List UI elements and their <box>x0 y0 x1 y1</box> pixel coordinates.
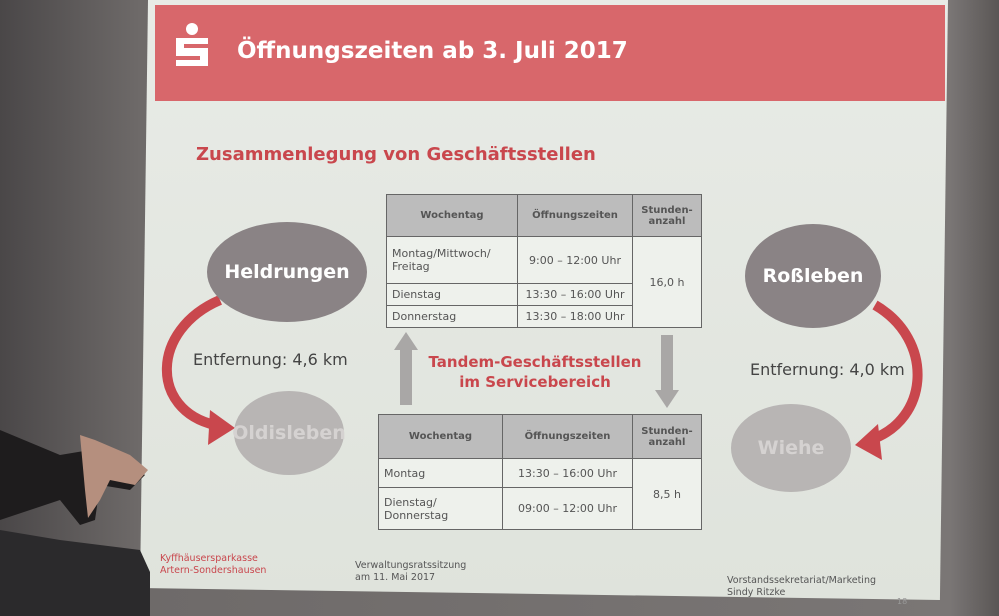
cell: 13:30 – 18:00 Uhr <box>517 305 633 328</box>
meeting-line-2: am 11. Mai 2017 <box>355 572 436 583</box>
location-oldisleben: Oldisleben <box>232 391 346 475</box>
meeting-line-1: Verwaltungsratssitzung <box>355 560 467 571</box>
up-arrowhead <box>394 332 418 350</box>
cell: 9:00 – 12:00 Uhr <box>517 236 633 284</box>
page-number: 18 <box>897 597 908 606</box>
org-line-2: Artern-Sondershausen <box>160 565 267 576</box>
table-row: Dienstag 13:30 – 16:00 Uhr <box>386 283 702 306</box>
distance-left: Entfernung: 4,6 km <box>193 350 348 369</box>
header: Wochentag <box>378 414 503 459</box>
cell: 13:30 – 16:00 Uhr <box>517 283 633 306</box>
cell: Montag/Mittwoch/ Freitag <box>386 236 518 284</box>
hours-cell: 16,0 h <box>632 236 702 328</box>
dept-line-1: Vorstandssekretariat/Marketing <box>727 575 876 586</box>
presenter-hand <box>0 430 150 616</box>
dept-line-2: Sindy Ritzke <box>727 587 786 598</box>
left-curved-arrow <box>161 295 223 430</box>
tandem-line-2: im Servicebereich <box>459 373 611 391</box>
org-line-1: Kyffhäusersparkasse <box>160 553 258 564</box>
tandem-line-1: Tandem-Geschäftsstellen <box>428 353 642 371</box>
cell: Montag <box>378 458 503 488</box>
footer-org: Kyffhäusersparkasse Artern-Sondershausen <box>160 553 266 577</box>
footer-meeting: Verwaltungsratssitzung am 11. Mai 2017 <box>355 560 466 584</box>
header: Öffnungszeiten <box>517 194 633 237</box>
up-arrow-shaft <box>400 350 412 405</box>
location-rossleben: Roßleben <box>745 224 881 328</box>
slide-title: Öffnungszeiten ab 3. Juli 2017 <box>237 38 628 64</box>
header: Wochentag <box>386 194 518 237</box>
cell: 09:00 – 12:00 Uhr <box>502 487 633 530</box>
down-arrow-shaft <box>661 335 673 390</box>
slide-header <box>155 5 945 101</box>
table-row: Dienstag/ Donnerstag 09:00 – 12:00 Uhr <box>378 487 702 530</box>
cell: Dienstag/ Donnerstag <box>378 487 503 530</box>
table-row: Montag/Mittwoch/ Freitag 9:00 – 12:00 Uhr… <box>386 236 702 328</box>
tandem-label: Tandem-Geschäftsstellen im Servicebereich <box>420 352 650 392</box>
header: Öffnungszeiten <box>502 414 633 459</box>
distance-right: Entfernung: 4,0 km <box>750 360 905 379</box>
table-top: Wochentag Öffnungszeiten Stunden-anzahl Mo… <box>386 194 702 328</box>
left-arrowhead <box>208 410 235 445</box>
cell: 13:30 – 16:00 Uhr <box>502 458 633 488</box>
right-curved-arrow <box>868 300 923 445</box>
location-heldrungen: Heldrungen <box>207 222 367 322</box>
location-wiehe: Wiehe <box>731 404 851 492</box>
table-row: Montag 13:30 – 16:00 Uhr 8,5 h <box>378 458 702 530</box>
right-arrowhead <box>855 424 882 460</box>
slide-subtitle: Zusammenlegung von Geschäftsstellen <box>196 144 596 165</box>
sparkasse-logo-icon <box>176 23 208 66</box>
cell: Donnerstag <box>386 305 518 328</box>
footer-dept: Vorstandssekretariat/Marketing Sindy Ritz… <box>727 575 876 599</box>
table-bottom: Wochentag Öffnungszeiten Stunden-anzahl Mo… <box>378 414 702 530</box>
header: Stunden-anzahl <box>632 194 702 237</box>
table-row: Donnerstag 13:30 – 18:00 Uhr <box>386 305 702 328</box>
header: Stunden-anzahl <box>632 414 702 459</box>
cell: Dienstag <box>386 283 518 306</box>
down-arrowhead <box>655 390 679 408</box>
hours-cell: 8,5 h <box>632 458 702 530</box>
